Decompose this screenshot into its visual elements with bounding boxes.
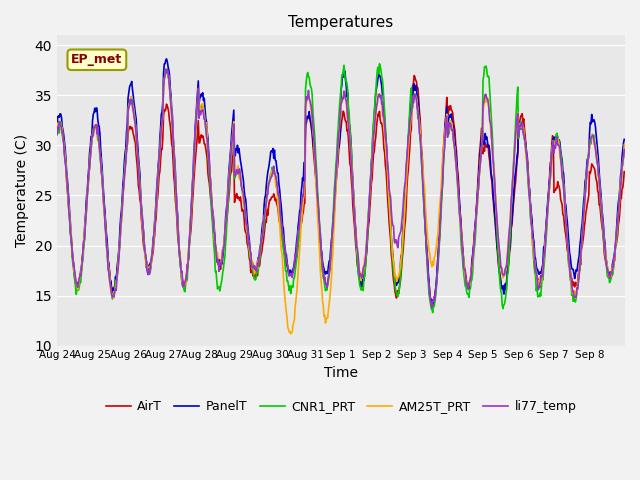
PanelT <box>620 136 628 142</box>
CNR1_PRT <box>53 132 61 137</box>
PanelT <box>53 124 61 130</box>
AM25T_PRT <box>253 259 260 265</box>
PanelT <box>275 170 282 176</box>
AM25T_PRT <box>225 178 232 184</box>
PanelT <box>428 302 436 308</box>
AirT <box>620 169 628 175</box>
AM25T_PRT <box>401 208 408 214</box>
PanelT <box>253 264 260 270</box>
Line: AirT: AirT <box>57 75 624 307</box>
AirT <box>399 247 407 253</box>
li77_temp <box>53 132 61 138</box>
AirT <box>428 304 436 310</box>
X-axis label: Time: Time <box>324 366 358 380</box>
CNR1_PRT <box>376 61 383 67</box>
li77_temp <box>620 147 628 153</box>
Text: EP_met: EP_met <box>71 53 122 66</box>
li77_temp <box>253 268 260 274</box>
AirT <box>433 279 440 285</box>
li77_temp <box>225 180 232 186</box>
AM25T_PRT <box>53 127 61 133</box>
Line: AM25T_PRT: AM25T_PRT <box>57 71 624 334</box>
AirT <box>120 181 127 187</box>
Legend: AirT, PanelT, CNR1_PRT, AM25T_PRT, li77_temp: AirT, PanelT, CNR1_PRT, AM25T_PRT, li77_… <box>100 396 582 418</box>
li77_temp <box>275 192 282 198</box>
CNR1_PRT <box>429 310 436 315</box>
AirT <box>224 204 232 210</box>
Line: CNR1_PRT: CNR1_PRT <box>57 64 624 312</box>
AM25T_PRT <box>275 204 282 210</box>
li77_temp <box>433 283 440 288</box>
Y-axis label: Temperature (C): Temperature (C) <box>15 134 29 247</box>
li77_temp <box>120 185 127 191</box>
AM25T_PRT <box>433 243 440 249</box>
PanelT <box>225 172 232 178</box>
Line: PanelT: PanelT <box>57 59 624 305</box>
AirT <box>53 131 61 137</box>
PanelT <box>163 56 170 62</box>
CNR1_PRT <box>120 185 127 191</box>
AM25T_PRT <box>163 68 170 73</box>
CNR1_PRT <box>433 284 440 289</box>
CNR1_PRT <box>273 188 281 193</box>
CNR1_PRT <box>252 276 260 282</box>
Line: li77_temp: li77_temp <box>57 69 624 308</box>
Title: Temperatures: Temperatures <box>289 15 394 30</box>
CNR1_PRT <box>620 146 628 152</box>
PanelT <box>400 217 408 223</box>
AM25T_PRT <box>620 142 628 147</box>
CNR1_PRT <box>400 218 408 224</box>
li77_temp <box>400 191 408 197</box>
PanelT <box>120 174 127 180</box>
AirT <box>410 72 418 78</box>
AM25T_PRT <box>287 331 294 336</box>
li77_temp <box>428 305 436 311</box>
AM25T_PRT <box>120 184 127 190</box>
AirT <box>252 272 260 277</box>
AirT <box>273 203 281 209</box>
PanelT <box>433 279 440 285</box>
li77_temp <box>162 66 170 72</box>
CNR1_PRT <box>224 205 232 211</box>
